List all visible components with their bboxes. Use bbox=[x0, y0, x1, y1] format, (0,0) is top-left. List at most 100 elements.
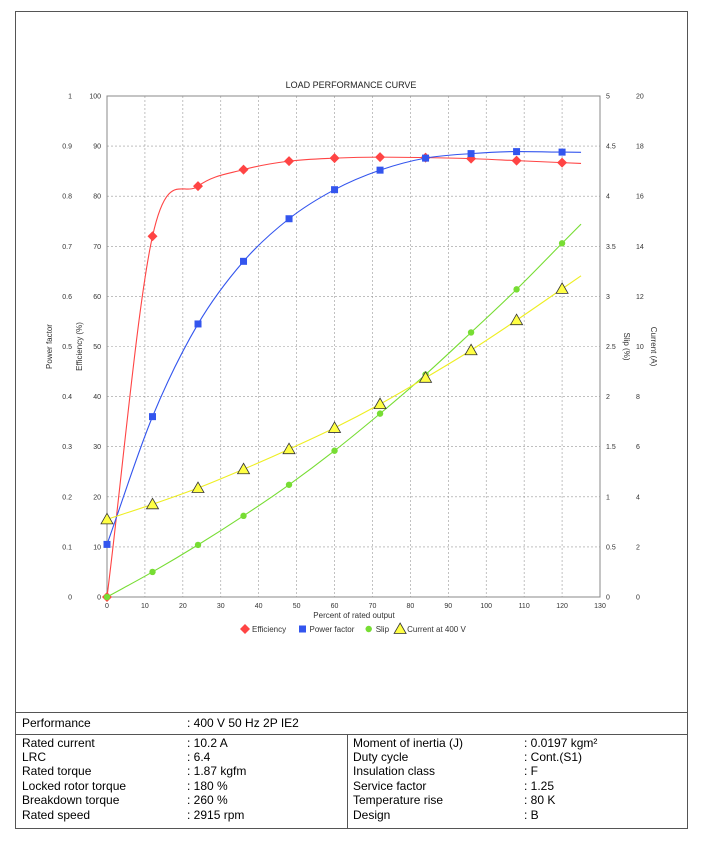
y-tick-label: 0 bbox=[68, 595, 72, 602]
spec-label: Rated current bbox=[22, 736, 95, 750]
y-tick-label: 0.6 bbox=[62, 294, 72, 301]
spec-value: : 80 K bbox=[524, 793, 556, 807]
y-tick-label: 40 bbox=[93, 394, 101, 401]
y-tick-label: 6 bbox=[636, 444, 640, 451]
spec-value: : 0.0197 kgm² bbox=[524, 736, 598, 750]
y-tick-label: 18 bbox=[636, 144, 644, 151]
y-tick-label: 2 bbox=[636, 544, 640, 551]
grid bbox=[106, 95, 601, 598]
y-tick-label: 0.7 bbox=[62, 244, 72, 251]
y-tick-label: 100 bbox=[89, 94, 101, 101]
power-factor-point bbox=[558, 148, 566, 156]
axes: 0 10 20 30 40 50 60 70 80 90 100 110 120 13000.10.20.… bbox=[45, 94, 658, 611]
spec-label: Duty cycle bbox=[353, 750, 409, 764]
legend-marker bbox=[393, 622, 407, 634]
y-tick-label: 0 bbox=[606, 595, 610, 602]
y-tick-label: 14 bbox=[636, 244, 644, 251]
slip-point bbox=[149, 568, 156, 576]
efficiency-point bbox=[557, 157, 568, 168]
power-factor-point bbox=[467, 150, 475, 158]
legend-label: Power factor bbox=[310, 625, 355, 634]
spec-label: Service factor bbox=[353, 779, 427, 793]
efficiency-point bbox=[375, 152, 386, 163]
x-tick-label: 130 bbox=[594, 603, 606, 610]
legend-marker bbox=[240, 624, 250, 634]
x-tick-label: 110 bbox=[519, 603, 530, 610]
spec-label: Rated torque bbox=[22, 764, 92, 778]
efficiency-point bbox=[329, 153, 340, 164]
y-tick-label: 20 bbox=[636, 94, 644, 101]
current-at-400-v-line bbox=[106, 275, 582, 520]
power-factor-point bbox=[285, 215, 293, 223]
spec-label: Temperature rise bbox=[353, 793, 444, 807]
y-tick-label: 2.5 bbox=[606, 344, 616, 351]
y-tick-label: 1 bbox=[606, 494, 610, 501]
y-tick-label: 8 bbox=[636, 394, 640, 401]
y-tick-label: 0.8 bbox=[62, 194, 72, 201]
spec-value: : 1.25 bbox=[524, 779, 555, 793]
x-tick-label: 20 bbox=[179, 603, 187, 610]
power-factor-point bbox=[422, 154, 430, 162]
spec-value: : F bbox=[524, 764, 538, 778]
y-tick-label: 0 bbox=[97, 595, 101, 602]
legend-marker bbox=[299, 625, 306, 633]
current-at-400-v-point bbox=[100, 512, 114, 525]
x-tick-label: 10 bbox=[141, 603, 149, 610]
y-tick-label: 5 bbox=[606, 94, 610, 101]
x-tick-label: 100 bbox=[480, 603, 492, 610]
legend-label: Efficiency bbox=[252, 625, 286, 634]
x-tick-label: 80 bbox=[406, 603, 414, 610]
slip-point bbox=[467, 329, 475, 336]
legend-marker bbox=[365, 625, 372, 633]
spec-value: : 6.4 bbox=[187, 750, 211, 764]
efficiency-line bbox=[106, 156, 582, 598]
performance-row: Performance : 400 V 50 Hz 2P IE2 bbox=[16, 713, 687, 735]
y-axis-label: Slip (%) bbox=[622, 332, 631, 360]
x-tick-label: 50 bbox=[293, 603, 301, 610]
y-tick-label: 10 bbox=[636, 344, 644, 351]
slip-point bbox=[513, 286, 520, 293]
x-tick-label: 70 bbox=[369, 603, 377, 610]
spec-value: : B bbox=[524, 808, 539, 822]
y-tick-label: 0.4 bbox=[62, 394, 72, 401]
spec-value: : 260 % bbox=[187, 793, 228, 807]
y-tick-label: 3.5 bbox=[606, 244, 616, 251]
legend-label: Current at 400 V bbox=[407, 625, 466, 634]
power-factor-point bbox=[103, 540, 111, 548]
spec-table: Performance : 400 V 50 Hz 2P IE2 Rated c… bbox=[15, 712, 688, 829]
spec-value: : 2915 rpm bbox=[187, 808, 245, 822]
x-tick-label: 120 bbox=[556, 603, 568, 610]
x-tick-label: 30 bbox=[217, 603, 225, 610]
efficiency-point bbox=[238, 164, 249, 175]
current-at-400-v-point bbox=[464, 343, 478, 356]
load-performance-chart: 0 10 20 30 40 50 60 70 80 90 100 110 120 13000.10.20.… bbox=[45, 80, 658, 634]
spec-value: : 1.87 kgfm bbox=[187, 764, 247, 778]
current-at-400-v-point bbox=[191, 481, 205, 493]
series bbox=[100, 148, 582, 602]
spec-label: Insulation class bbox=[353, 764, 436, 778]
y-tick-label: 0.9 bbox=[62, 144, 72, 151]
current-at-400-v-point bbox=[373, 397, 387, 410]
power-factor-point bbox=[331, 186, 339, 194]
chart-title: LOAD PERFORMANCE CURVE bbox=[286, 80, 417, 90]
spec-value: : 180 % bbox=[187, 779, 228, 793]
y-axis-label: Current (A) bbox=[649, 327, 658, 367]
x-tick-label: 90 bbox=[444, 603, 452, 610]
y-tick-label: 4 bbox=[636, 494, 640, 501]
y-tick-label: 0 bbox=[636, 595, 640, 602]
current-at-400-v-point bbox=[236, 462, 251, 475]
performance-value: : 400 V 50 Hz 2P IE2 bbox=[187, 716, 299, 730]
y-tick-label: 70 bbox=[93, 244, 101, 251]
slip-point bbox=[558, 240, 566, 247]
efficiency-point bbox=[284, 156, 295, 167]
current-at-400-v-point bbox=[418, 371, 433, 383]
y-tick-label: 80 bbox=[93, 194, 101, 201]
slip-point bbox=[240, 512, 247, 520]
current-at-400-v-point bbox=[145, 497, 160, 510]
spec-label: Rated speed bbox=[22, 808, 91, 822]
y-tick-label: 20 bbox=[93, 494, 101, 501]
spec-value: : 10.2 A bbox=[187, 736, 228, 750]
x-axis-label: Percent of rated output bbox=[313, 611, 395, 620]
y-axis-label: Efficiency (%) bbox=[75, 322, 84, 371]
y-tick-label: 0.1 bbox=[62, 544, 72, 551]
